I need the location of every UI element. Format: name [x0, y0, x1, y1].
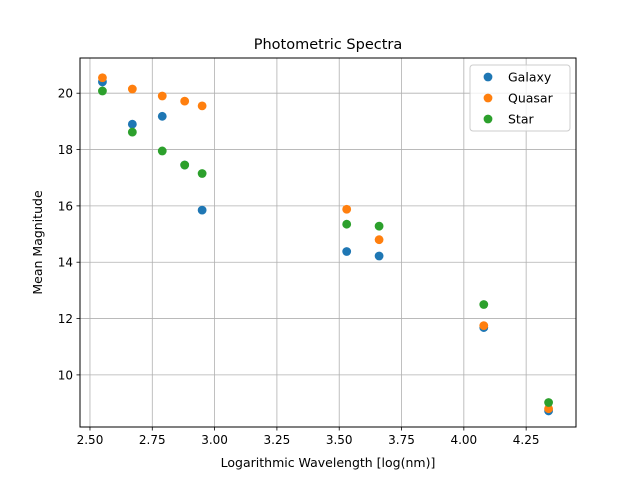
data-point — [342, 219, 352, 229]
x-tick-label: 2.75 — [139, 433, 166, 447]
data-point — [180, 160, 190, 170]
data-point — [374, 251, 384, 261]
data-point — [374, 221, 384, 231]
chart-title: Photometric Spectra — [254, 37, 403, 53]
data-point — [157, 146, 167, 156]
data-point — [544, 404, 553, 414]
x-tick-label: 4.25 — [513, 433, 540, 447]
y-tick-label: 12 — [58, 312, 73, 326]
y-tick-label: 16 — [58, 199, 73, 213]
legend-label: Quasar — [508, 91, 554, 106]
legend-label: Star — [508, 112, 534, 127]
data-point — [127, 84, 137, 94]
data-point — [127, 127, 137, 137]
data-point — [98, 86, 107, 96]
y-axis-label: Mean Magnitude — [30, 190, 45, 295]
legend-marker — [483, 72, 493, 82]
y-tick-label: 20 — [58, 87, 73, 101]
data-point — [197, 169, 207, 178]
data-point — [544, 398, 553, 407]
x-tick-label: 3.50 — [326, 433, 353, 447]
legend-marker — [483, 93, 493, 103]
data-point — [197, 101, 207, 111]
data-point — [157, 111, 167, 121]
legend: Galaxy Quasar Star — [469, 64, 571, 132]
data-point — [127, 119, 137, 129]
data-point — [342, 204, 352, 214]
x-tick-label: 3.75 — [388, 433, 415, 447]
x-axis-label: Logarithmic Wavelength [log(nm)] — [221, 455, 436, 470]
ticks-layer: 2.50 2.75 3.00 3.25 3.50 3.75 4.00 4.25 10 12 14 16… — [58, 87, 540, 447]
data-point — [342, 247, 352, 256]
legend-label: Galaxy — [508, 70, 552, 85]
data-point — [157, 91, 167, 101]
data-point — [197, 205, 207, 215]
series-quasar — [98, 73, 553, 414]
data-point — [374, 235, 384, 245]
x-tick-label: 2.50 — [77, 433, 104, 447]
data-point — [479, 321, 489, 330]
series-star — [98, 86, 553, 407]
x-tick-label: 3.00 — [201, 433, 228, 447]
data-point — [180, 96, 190, 106]
data-point — [98, 73, 107, 83]
legend-box — [469, 64, 571, 132]
y-tick-label: 14 — [58, 256, 73, 270]
data-point — [479, 300, 489, 309]
legend-marker — [483, 114, 493, 124]
y-tick-label: 10 — [58, 368, 73, 382]
y-tick-label: 18 — [58, 143, 73, 157]
plot-frame — [79, 57, 577, 428]
x-tick-label: 4.00 — [450, 433, 477, 447]
points-layer — [98, 73, 553, 416]
x-tick-label: 3.25 — [264, 433, 291, 447]
